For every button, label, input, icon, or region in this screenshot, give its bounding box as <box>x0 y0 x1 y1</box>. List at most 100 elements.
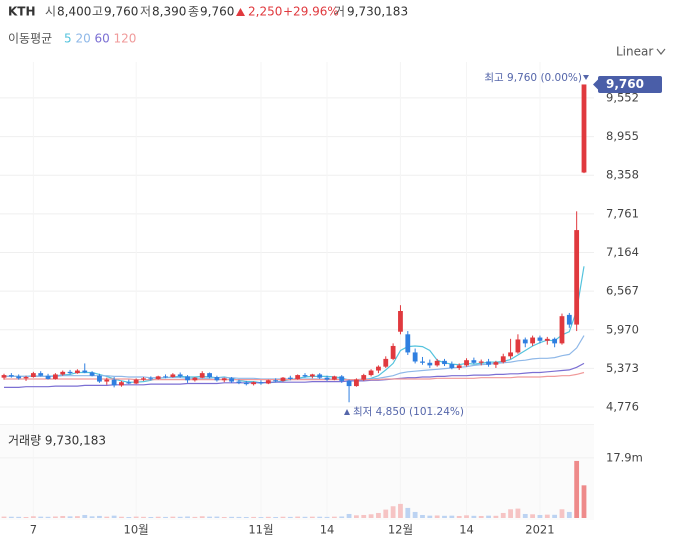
candle-body <box>493 362 499 365</box>
volume-bar <box>185 516 190 518</box>
ma-legend: 5 20 60 120 <box>64 32 136 46</box>
volume-bar <box>346 513 352 518</box>
candle-body <box>390 345 396 359</box>
volume-bar <box>67 516 73 518</box>
candle-body <box>530 337 536 344</box>
volume-bar <box>486 515 491 518</box>
candle-body <box>192 377 198 381</box>
volume-bar <box>552 514 558 518</box>
volume-bar <box>104 516 110 518</box>
x-tick-label: 7 <box>30 523 37 537</box>
candle-body <box>405 334 411 353</box>
candle-body <box>574 230 580 325</box>
volume-bar <box>317 516 323 518</box>
candle-body <box>97 375 102 382</box>
moving-averages <box>4 266 585 388</box>
low-value: 8,390 <box>152 5 186 19</box>
candle-body <box>207 373 212 378</box>
ma-line <box>4 362 585 388</box>
volume-bar <box>471 515 477 518</box>
candle-body <box>8 375 14 377</box>
volume-bar <box>331 516 337 518</box>
candle-body <box>566 314 572 325</box>
volume-bar <box>82 514 88 518</box>
volume-bar <box>368 514 374 518</box>
candle-body <box>52 374 58 379</box>
candle-body <box>398 311 403 332</box>
volume-bar <box>133 516 139 518</box>
candle-body <box>449 364 455 368</box>
volume-bar <box>581 485 587 518</box>
volume-bar <box>207 516 212 518</box>
candle-body <box>170 374 176 378</box>
candle-body <box>104 379 110 382</box>
candle-body <box>75 370 80 374</box>
volume-bar <box>559 509 565 518</box>
x-tick-label: 12월 <box>388 523 413 537</box>
volume-bar <box>478 515 484 518</box>
candles <box>1 84 587 403</box>
candle-body <box>30 373 36 378</box>
candle-body <box>38 373 44 376</box>
candle-body <box>368 370 374 376</box>
volume-bar <box>192 516 198 518</box>
volume-bar <box>60 515 66 518</box>
candle-body <box>221 378 227 381</box>
volume-bar <box>376 512 381 518</box>
volume-bar <box>427 515 433 518</box>
candle-body <box>420 361 425 363</box>
candle-body <box>199 373 205 378</box>
candle-body <box>537 337 543 341</box>
candle-body <box>185 376 190 381</box>
volume-bar <box>16 516 22 518</box>
candle-body <box>273 380 279 382</box>
candle-body <box>559 316 565 344</box>
dropdown-icon[interactable] <box>656 48 666 55</box>
candle-body <box>16 376 22 379</box>
y-tick-label: 8,358 <box>606 168 639 182</box>
candle-body <box>265 380 271 384</box>
candle-body <box>45 375 51 379</box>
legend-entry: 20 <box>76 32 91 46</box>
y-tick-label: 8,955 <box>606 129 639 143</box>
volume-bar <box>398 503 403 518</box>
volume-bar <box>456 515 462 518</box>
scale-menu[interactable]: Linear <box>616 45 666 59</box>
candle-body <box>552 338 558 344</box>
price-tag <box>598 75 662 93</box>
volume-bar <box>442 515 447 518</box>
volume-bar <box>170 516 176 518</box>
volume-bar <box>214 516 220 518</box>
low-label: 저 <box>140 5 151 19</box>
volume-bar <box>354 515 359 518</box>
candle-body <box>236 381 242 383</box>
change-value: 2,250 <box>248 5 282 19</box>
volume-bar <box>273 516 279 518</box>
candle-body <box>331 376 337 380</box>
high-marker-icon <box>583 75 589 80</box>
volume-bar <box>119 516 124 518</box>
header: KTH 시 8,400 고 9,760 저 8,390 종 9,760 2,25… <box>8 5 408 19</box>
up-arrow-icon <box>236 8 245 16</box>
candle-body <box>522 339 528 344</box>
candle-body <box>23 377 29 379</box>
low-annotation: 최저 4,850 (101.24%) <box>353 406 464 418</box>
candle-body <box>324 377 330 380</box>
candle-body <box>309 374 315 377</box>
candle-body <box>302 375 308 377</box>
volume-bar <box>52 516 58 518</box>
y-tick-label: 5,970 <box>606 322 639 336</box>
volume-bar <box>493 515 499 518</box>
volume-bar <box>508 509 513 518</box>
volume-bar <box>390 506 396 518</box>
volume-bar <box>500 512 506 518</box>
candle-body <box>515 339 521 353</box>
volume-bar <box>126 516 132 518</box>
volume-bar <box>339 516 345 518</box>
scale-menu-label[interactable]: Linear <box>616 45 653 59</box>
volume-bar <box>258 517 264 518</box>
candle-body <box>163 376 168 378</box>
volume-bar <box>265 516 271 518</box>
candle-body <box>500 356 506 363</box>
